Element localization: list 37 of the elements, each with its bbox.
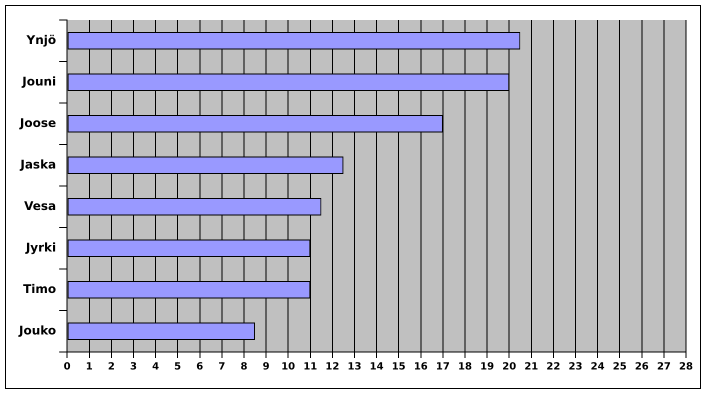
y-tick-label: Jouko [18, 323, 56, 338]
x-tick-label: 26 [634, 362, 649, 373]
y-tick-label: Timo [23, 282, 56, 296]
x-tick-label: 23 [568, 362, 582, 373]
x-tick-label: 13 [348, 362, 362, 373]
x-tick-label: 0 [64, 362, 71, 373]
x-tick-label: 19 [480, 362, 494, 373]
x-tick-label: 24 [590, 362, 605, 373]
y-tick-label: Jouni [21, 74, 56, 88]
x-tick-label: 25 [612, 362, 627, 373]
x-tick-label: 16 [414, 362, 428, 373]
x-tick-label: 22 [546, 362, 560, 373]
x-tick-label: 17 [436, 362, 450, 373]
y-tick-label: Jyrki [24, 240, 56, 254]
x-tick-label: 21 [524, 362, 538, 373]
x-tick-label: 3 [130, 362, 137, 373]
y-tick-label: Vesa [24, 198, 56, 213]
x-tick-label: 28 [679, 362, 693, 373]
y-tick-label: Jaska [19, 157, 56, 172]
x-tick-label: 4 [152, 362, 160, 373]
x-tick-label: 11 [303, 362, 318, 373]
x-tick-label: 18 [458, 362, 472, 373]
x-tick-label: 2 [108, 362, 115, 373]
x-tick-label: 6 [196, 362, 204, 373]
x-tick-label: 14 [370, 362, 384, 373]
x-tick-label: 20 [502, 362, 516, 373]
x-tick-label: 15 [392, 362, 406, 373]
x-tick-label: 27 [656, 362, 671, 373]
x-tick-label: 12 [325, 362, 340, 373]
y-tick-label: Joose [18, 116, 56, 130]
y-tick-label: Ynjö [26, 32, 56, 47]
x-tick-label: 5 [174, 362, 182, 373]
x-tick-label: 10 [281, 362, 296, 373]
x-tick-label: 1 [86, 362, 93, 373]
x-tick-label: 9 [262, 362, 270, 373]
x-tick-label: 8 [240, 362, 248, 373]
x-tick-label: 7 [218, 362, 226, 373]
